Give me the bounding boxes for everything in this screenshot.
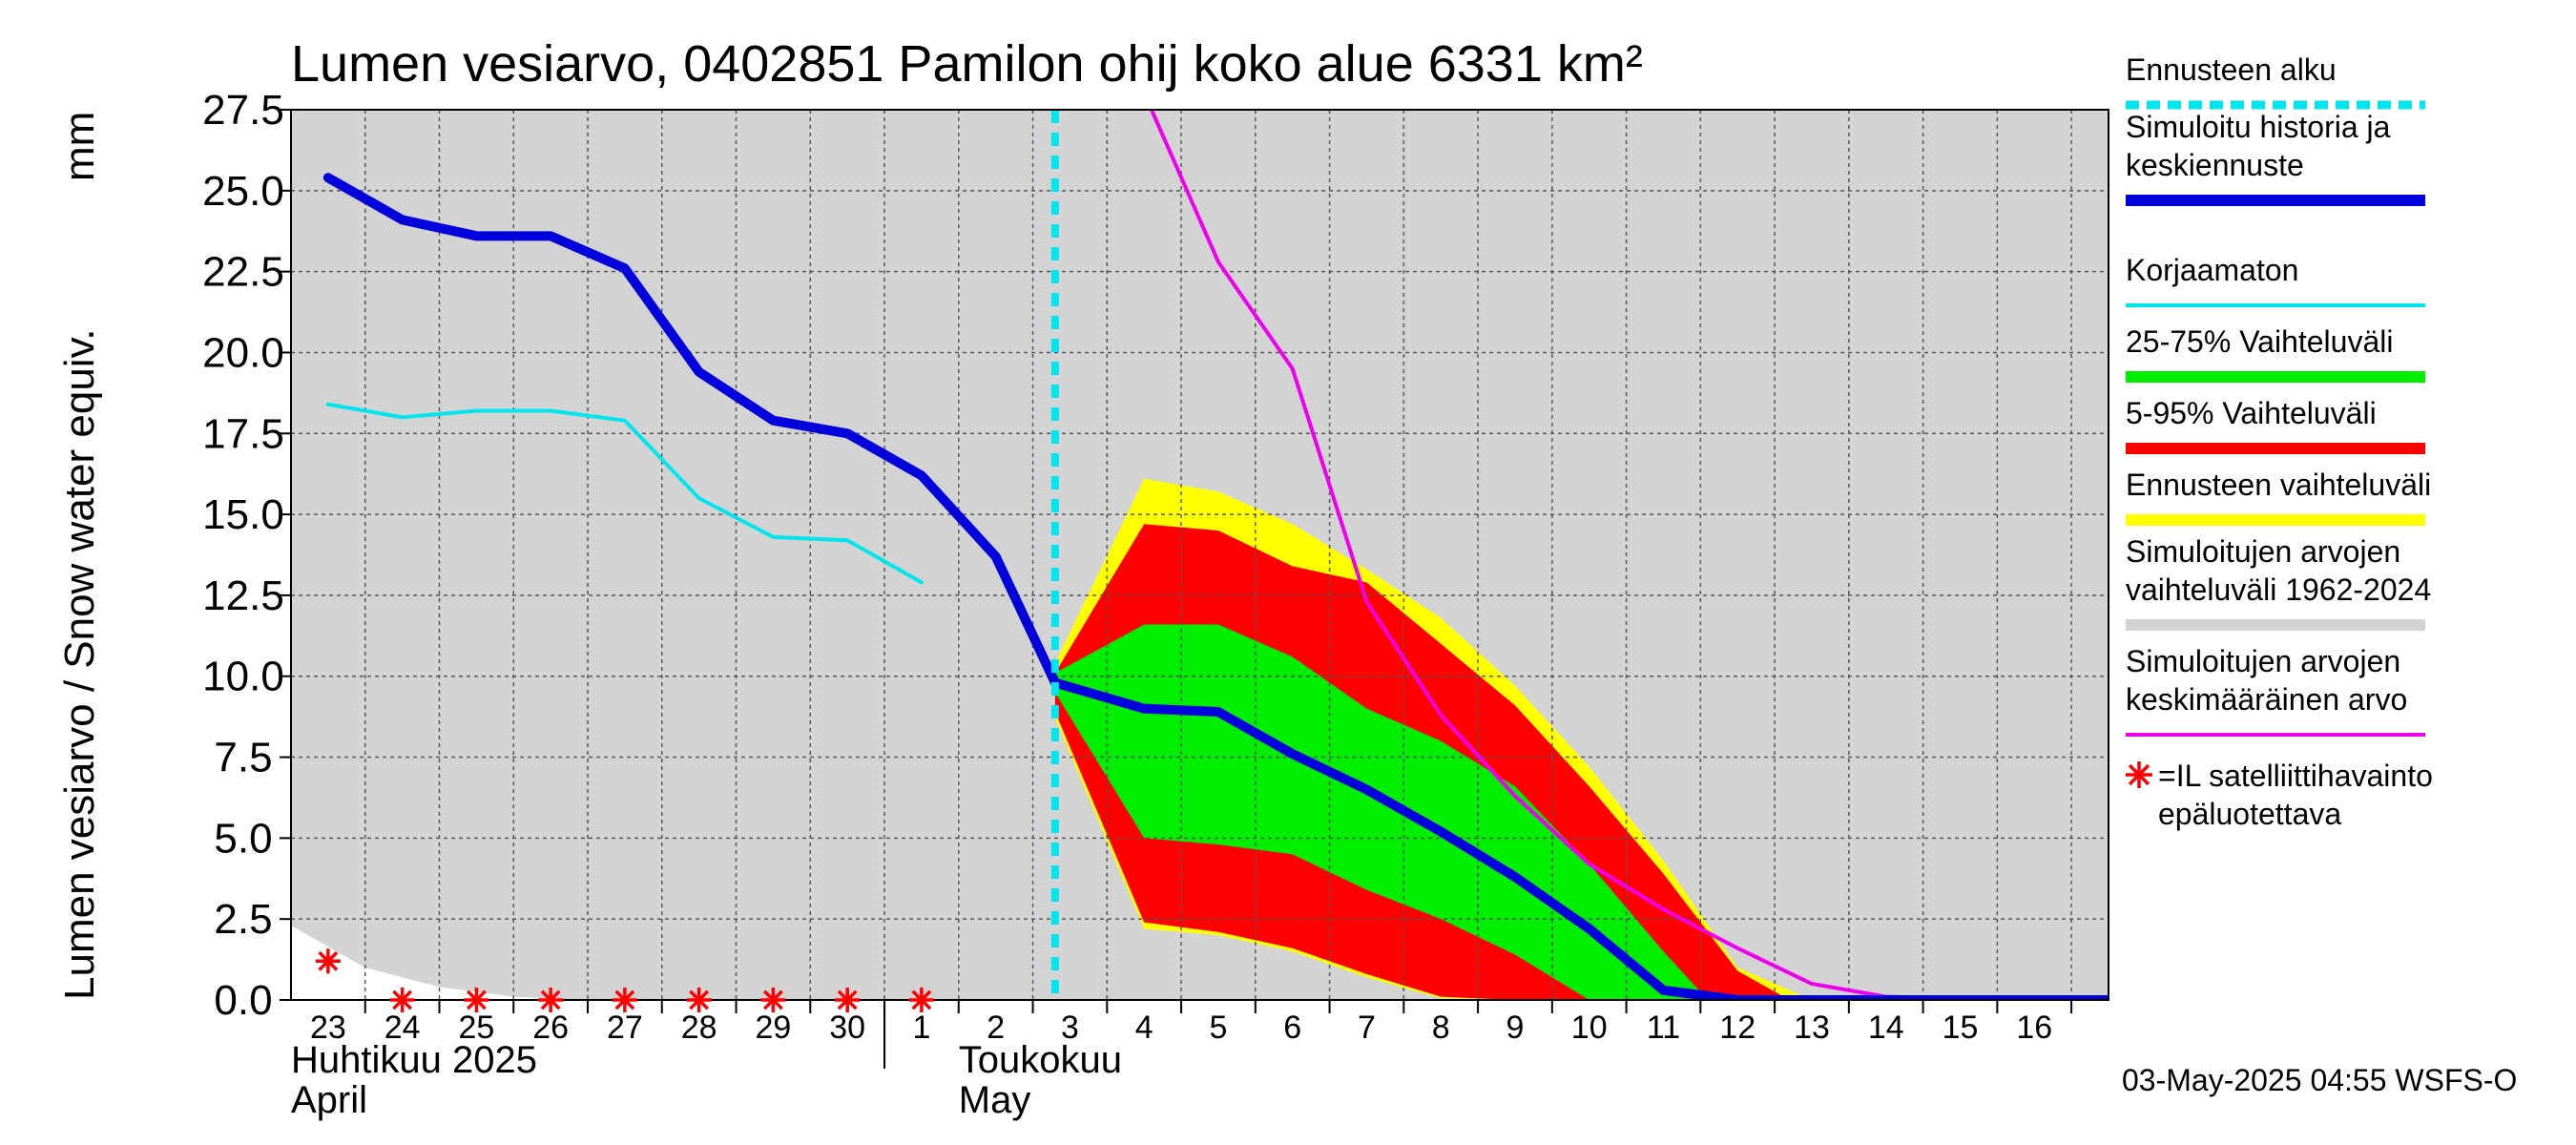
legend-label-6: vaihteluväli 1962-2024 xyxy=(2126,572,2431,607)
x-tick-label: 1 xyxy=(912,1010,930,1046)
legend-swatch-8 xyxy=(2126,761,2152,788)
x-tick-label: 27 xyxy=(607,1010,643,1046)
plot-area: 0.0 2.5 5.0 7.5 10.0 12.5 15.0 17.5 20.0 22.5 25.0… xyxy=(202,87,2109,1121)
x-tick-label: 3 xyxy=(1061,1010,1079,1046)
x-tick-label: 14 xyxy=(1868,1010,1904,1046)
x-tick-label: 23 xyxy=(310,1010,346,1046)
satellite-marker-4-stroke-3 xyxy=(614,989,635,1010)
y-axis-unit: mm xyxy=(56,112,103,181)
satellite-marker-7-stroke-3 xyxy=(837,989,858,1010)
x-tick-label: 29 xyxy=(755,1010,791,1046)
satellite-marker-1 xyxy=(389,988,415,1012)
satellite-marker-5 xyxy=(686,988,712,1012)
satellite-marker-1-stroke-3 xyxy=(392,989,413,1010)
legend-label-8: epäluotettava xyxy=(2158,797,2341,831)
y-tick-label: 15.0 xyxy=(202,491,284,538)
series-line-6 xyxy=(322,173,2109,1000)
satellite-marker-8-stroke-3 xyxy=(911,989,932,1010)
satellite-marker-3-stroke-3 xyxy=(540,989,561,1010)
x-tick-label: 15 xyxy=(1942,1010,1979,1046)
y-tick-label: 5.0 xyxy=(214,815,272,862)
y-axis-label: Lumen vesiarvo / Snow water equiv. xyxy=(56,328,103,1000)
chart-title: Lumen vesiarvo, 0402851 Pamilon ohij kok… xyxy=(291,35,1643,93)
satellite-marker-2 xyxy=(464,988,489,1012)
x-tick-label: 28 xyxy=(681,1010,717,1046)
series-line-4 xyxy=(325,402,924,585)
x-tick-label: 4 xyxy=(1135,1010,1153,1046)
y-tick-label: 10.0 xyxy=(202,654,284,700)
y-tick-label: 2.5 xyxy=(214,896,272,943)
satellite-marker-6-stroke-3 xyxy=(762,989,783,1010)
satellite-marker-3 xyxy=(538,988,564,1012)
satellite-marker-7 xyxy=(835,988,861,1012)
x-tick-label: 8 xyxy=(1432,1010,1450,1046)
month-label-may-en: May xyxy=(959,1079,1031,1121)
x-tick-label: 11 xyxy=(1647,1010,1680,1046)
legend-label-7: keskimääräinen arvo xyxy=(2126,682,2407,717)
legend-swatch-8-stroke-3 xyxy=(2128,763,2150,786)
x-tick-label: 26 xyxy=(532,1010,569,1046)
legend-label-1: Simuloitu historia ja xyxy=(2126,110,2391,144)
satellite-marker-5-stroke-3 xyxy=(689,989,710,1010)
x-tick-label: 2 xyxy=(987,1010,1005,1046)
plot-content xyxy=(291,110,2109,1000)
legend-label-2: Korjaamaton xyxy=(2126,253,2298,287)
y-tick-label: 0.0 xyxy=(214,977,272,1024)
x-tick-label: 5 xyxy=(1209,1010,1227,1046)
x-tick-label: 7 xyxy=(1358,1010,1376,1046)
satellite-marker-4 xyxy=(612,988,637,1012)
y-tick-label: 25.0 xyxy=(202,168,284,215)
legend-label-5: Ennusteen vaihteluväli xyxy=(2126,468,2431,502)
y-tick-label: 22.5 xyxy=(202,249,284,296)
x-tick-label: 16 xyxy=(2016,1010,2052,1046)
x-tick-label: 10 xyxy=(1571,1010,1608,1046)
timestamp: 03-May-2025 04:55 WSFS-O xyxy=(2122,1063,2517,1097)
legend-label-7: Simuloitujen arvojen xyxy=(2126,644,2400,678)
x-tick-label: 13 xyxy=(1794,1010,1830,1046)
y-tick-label: 17.5 xyxy=(202,410,284,457)
y-tick-label: 7.5 xyxy=(214,735,272,781)
satellite-marker-0-stroke-3 xyxy=(318,950,339,971)
month-label-april-en: April xyxy=(291,1079,367,1121)
plot-frame xyxy=(290,109,2109,1001)
x-tick-label: 25 xyxy=(458,1010,494,1046)
x-tick-label: 24 xyxy=(384,1010,421,1046)
satellite-marker-2-stroke-3 xyxy=(466,989,487,1010)
month-label-april-fi: Huhtikuu 2025 xyxy=(291,1039,537,1081)
satellite-marker-0 xyxy=(315,948,341,974)
legend-label-6: Simuloitujen arvojen xyxy=(2126,534,2400,569)
legend-label-4: 5-95% Vaihteluväli xyxy=(2126,396,2377,430)
x-tick-label: 6 xyxy=(1283,1010,1301,1046)
y-tick-label: 12.5 xyxy=(202,572,284,619)
legend-label-8: =IL satelliittihavainto xyxy=(2158,759,2433,793)
satellite-marker-6 xyxy=(760,988,786,1012)
satellite-marker-8 xyxy=(908,988,934,1012)
x-tick-label: 12 xyxy=(1719,1010,1755,1046)
x-tick-label: 30 xyxy=(829,1010,865,1046)
x-tick-label: 9 xyxy=(1506,1010,1524,1046)
band-3 xyxy=(1054,624,1709,1000)
month-label-may-fi: Toukokuu xyxy=(959,1039,1122,1081)
legend-label-0: Ennusteen alku xyxy=(2126,52,2337,87)
legend-label-3: 25-75% Vaihteluväli xyxy=(2126,324,2393,359)
legend-label-1: keskiennuste xyxy=(2126,148,2304,182)
y-tick-label: 20.0 xyxy=(202,329,284,376)
y-tick-label: 27.5 xyxy=(202,87,284,134)
legend: Ennusteen alku Simuloitu historia ja keski… xyxy=(2126,52,2433,831)
